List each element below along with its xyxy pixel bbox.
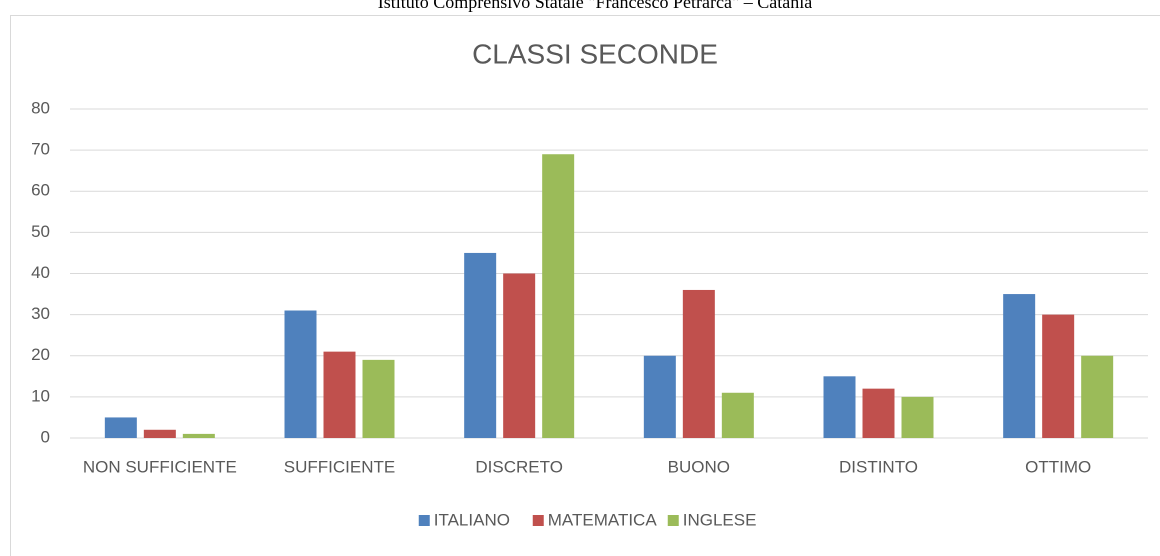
bar [104,417,137,438]
x-tick-label: OTTIMO [1025,457,1091,476]
x-tick-label: DISCRETO [475,457,563,476]
legend-label: MATEMATICA [548,510,658,529]
legend-swatch [667,515,679,526]
y-tick-label: 70 [31,140,50,159]
x-tick-label: NON SUFFICIENTE [83,457,237,476]
bar [362,359,395,438]
y-tick-label: 40 [31,263,50,282]
y-tick-label: 30 [31,304,50,323]
bar [862,388,895,438]
y-tick-label: 20 [31,345,50,364]
y-tick-label: 50 [31,222,50,241]
y-tick-label: 80 [31,98,50,117]
bar [1003,294,1036,438]
y-tick-label: 60 [31,181,50,200]
bar [901,396,934,438]
bar [143,429,176,438]
bar [682,289,715,438]
bar [1081,355,1114,438]
bar [182,433,215,438]
x-tick-label: DISTINTO [839,457,918,476]
legend-label: INGLESE [683,510,757,529]
legend-swatch [532,515,544,526]
bar [643,355,676,438]
legend-label: ITALIANO [434,510,510,529]
bar [284,310,317,438]
page-header: Istituto Comprensivo Statale "Francesco … [378,0,813,12]
x-tick-label: BUONO [668,457,730,476]
bar [823,376,856,438]
bar [323,351,356,438]
chart-title: CLASSI SECONDE [472,38,718,69]
bar [1042,314,1075,438]
bar [721,392,754,438]
chart-frame [10,15,1160,556]
y-tick-label: 10 [31,386,50,405]
bar [464,252,497,438]
y-tick-label: 0 [41,427,50,446]
bar [503,273,536,438]
legend-swatch [418,515,430,526]
bar [542,154,575,439]
x-tick-label: SUFFICIENTE [284,457,395,476]
